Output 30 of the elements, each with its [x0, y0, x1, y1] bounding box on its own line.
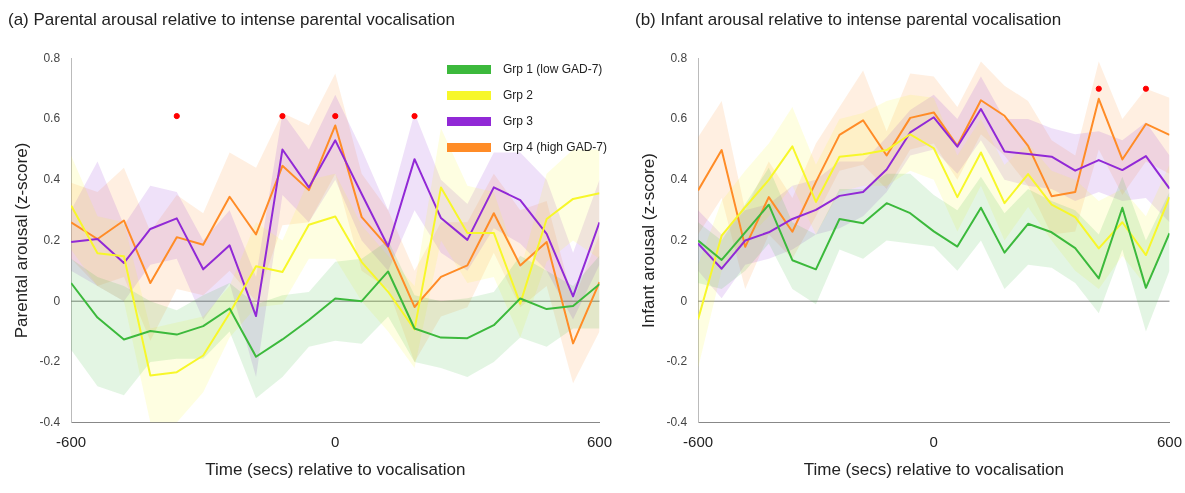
legend-label: Grp 3 [502, 114, 533, 128]
y-tick-label: -0.2 [666, 354, 688, 369]
y-axis-title: Parental arousal (z-score) [11, 142, 31, 339]
y-tick-label: 0.6 [43, 111, 61, 126]
legend-label: Grp 1 (low GAD-7) [502, 62, 603, 76]
y-tick-label: 0.8 [670, 50, 688, 65]
x-tick-label: 600 [1156, 432, 1182, 450]
y-tick-label: 0 [53, 293, 61, 308]
y-axis-title: Infant arousal (z-score) [638, 153, 658, 328]
x-tick-label: 0 [331, 432, 340, 450]
x-axis-title: Time (secs) relative to vocalisation [205, 460, 466, 480]
y-tick-label: 0.4 [43, 172, 61, 187]
x-tick-label: -600 [56, 432, 87, 450]
y-tick-label: 0.4 [670, 172, 688, 187]
y-tick-label: -0.4 [666, 414, 688, 429]
x-tick-label: -600 [683, 432, 714, 450]
chart-title: (b) Infant arousal relative to intense parental vocalisation [635, 9, 1062, 29]
legend-label: Grp 4 (high GAD-7) [502, 140, 607, 154]
x-tick-label: 600 [586, 432, 612, 450]
chart-title: (a) Parental arousal relative to intense parental vocalisation [8, 9, 455, 29]
x-tick-label: 0 [929, 432, 938, 450]
y-tick-label: 0.2 [670, 232, 688, 247]
y-tick-label: -0.4 [39, 414, 61, 429]
y-tick-label: -0.2 [39, 354, 61, 369]
y-tick-label: 0.8 [43, 50, 61, 65]
y-tick-label: 0.6 [670, 111, 688, 126]
legend-label: Grp 2 [502, 88, 533, 102]
y-tick-label: 0 [680, 293, 688, 308]
x-axis-title: Time (secs) relative to vocalisation [803, 460, 1064, 480]
y-tick-label: 0.2 [43, 232, 61, 247]
